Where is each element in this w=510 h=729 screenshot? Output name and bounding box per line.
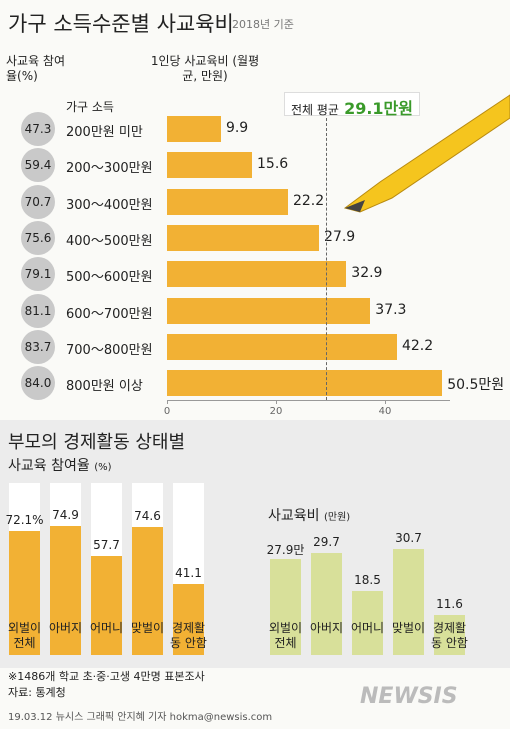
bar xyxy=(167,224,320,251)
value-label: 50.5만원 xyxy=(447,377,505,394)
average-label: 29.1만원 xyxy=(344,99,413,118)
tick-mark xyxy=(276,400,277,404)
value-label: 27.9 xyxy=(324,228,356,245)
value-label: 57.7 xyxy=(93,537,120,552)
bar xyxy=(9,530,40,655)
value-label: 30.7 xyxy=(395,531,422,546)
chart-title: 사교육 참여율 (%) xyxy=(8,455,112,475)
value-label: 72.1% xyxy=(5,512,44,527)
bar xyxy=(393,549,424,655)
participation-circle: 47.3 xyxy=(21,112,55,146)
bar xyxy=(167,333,397,360)
category-label: 경제활동 안함 xyxy=(431,621,468,650)
bar xyxy=(167,370,443,397)
title: 사교육 참여율 xyxy=(8,458,90,474)
value-label: 74.9 xyxy=(52,508,79,523)
category-label: 800만원 이상 xyxy=(66,379,143,395)
x-axis xyxy=(167,400,451,401)
chart-title: 사교육비 (만원) xyxy=(268,505,350,525)
category-label: 아버지 xyxy=(48,621,83,635)
category-label: 경제활동 안함 xyxy=(170,621,207,650)
subtitle: 2018년 기준 xyxy=(232,18,294,31)
value-label: 32.9 xyxy=(351,265,383,282)
category-label: 맞벌이 xyxy=(130,621,165,635)
participation-circle: 75.6 xyxy=(21,220,55,255)
average-caption: 전체 평균 xyxy=(291,103,339,117)
chart-title: 가구 소득수준별 사교육비 xyxy=(8,12,234,36)
category-label: 아버지 xyxy=(309,621,344,635)
bar xyxy=(167,188,288,215)
series-label: 사교육 참여율(%) xyxy=(6,54,66,83)
bar xyxy=(311,552,342,655)
unit: (%) xyxy=(94,462,112,473)
category-label: 맞벌이 xyxy=(391,621,426,635)
tick-mark xyxy=(167,400,168,404)
category-label: 가구 소득 xyxy=(66,100,114,114)
credit: 19.03.12 뉴시스 그래픽 안지혜 기자 hokma@newsis.com xyxy=(8,712,273,723)
participation-circle: 70.7 xyxy=(21,184,55,219)
participation-circle: 83.7 xyxy=(21,329,55,364)
participation-circle: 84.0 xyxy=(21,366,55,401)
category-label: 700～800만원 xyxy=(66,342,153,358)
tick-mark xyxy=(385,400,386,404)
category-label: 어머니 xyxy=(89,621,124,635)
bar xyxy=(132,526,163,655)
value-label: 18.5 xyxy=(354,573,381,588)
bar xyxy=(167,297,371,324)
lower-panel xyxy=(0,420,510,668)
participation-circle: 81.1 xyxy=(21,293,55,328)
value-label: 42.2 xyxy=(401,337,434,354)
category-label: 어머니 xyxy=(350,621,385,635)
category-label: 외벌이 전체 xyxy=(268,621,303,650)
logo: NEWSIS xyxy=(360,684,458,709)
value-label: 74.6 xyxy=(134,508,161,523)
x-tick-label: 40 xyxy=(378,406,392,417)
series-label: 1인당 사교육비 (월평균, 만원) xyxy=(150,54,260,83)
category-label: 600～700만원 xyxy=(66,306,153,322)
value-label: 9.9 xyxy=(225,120,249,136)
title: 사교육비 xyxy=(268,508,320,524)
participation-circle: 59.4 xyxy=(21,148,55,183)
bar xyxy=(352,591,383,655)
bar xyxy=(167,152,253,179)
source: 자료: 통계청 xyxy=(8,686,66,699)
bar xyxy=(173,584,204,655)
value-label: 29.7 xyxy=(313,534,340,549)
value-label: 27.9만 xyxy=(266,543,305,558)
unit: (만원) xyxy=(323,512,351,523)
category-label: 외벌이 전체 xyxy=(7,621,42,650)
x-tick-label: 20 xyxy=(269,406,283,417)
bar xyxy=(434,615,465,655)
category-label: 200～300만원 xyxy=(66,161,153,177)
value-label: 37.3 xyxy=(375,301,407,318)
value-label: 22.2 xyxy=(292,192,325,209)
value-label: 11.6 xyxy=(436,597,463,612)
value-label: 15.6 xyxy=(257,156,289,173)
average-line xyxy=(325,118,327,400)
note: ※1486개 학교 초·중·고생 4만명 표본조사 xyxy=(8,670,205,683)
category-label: 300～400만원 xyxy=(66,197,153,213)
category-label: 400～500만원 xyxy=(66,233,153,249)
bar xyxy=(270,559,301,655)
value-label: 41.1 xyxy=(175,566,202,581)
pencil xyxy=(343,94,510,213)
participation-circle: 79.1 xyxy=(21,257,55,292)
bar xyxy=(167,261,347,288)
bar xyxy=(167,116,221,142)
average-box: 전체 평균 29.1만원 xyxy=(284,92,420,118)
bar xyxy=(50,526,81,655)
category-label: 200만원 미만 xyxy=(66,125,143,140)
bar xyxy=(91,555,122,655)
category-label: 500～600만원 xyxy=(66,270,153,286)
section-title: 부모의 경제활동 상태별 xyxy=(8,432,186,453)
x-tick-label: 0 xyxy=(163,406,171,417)
